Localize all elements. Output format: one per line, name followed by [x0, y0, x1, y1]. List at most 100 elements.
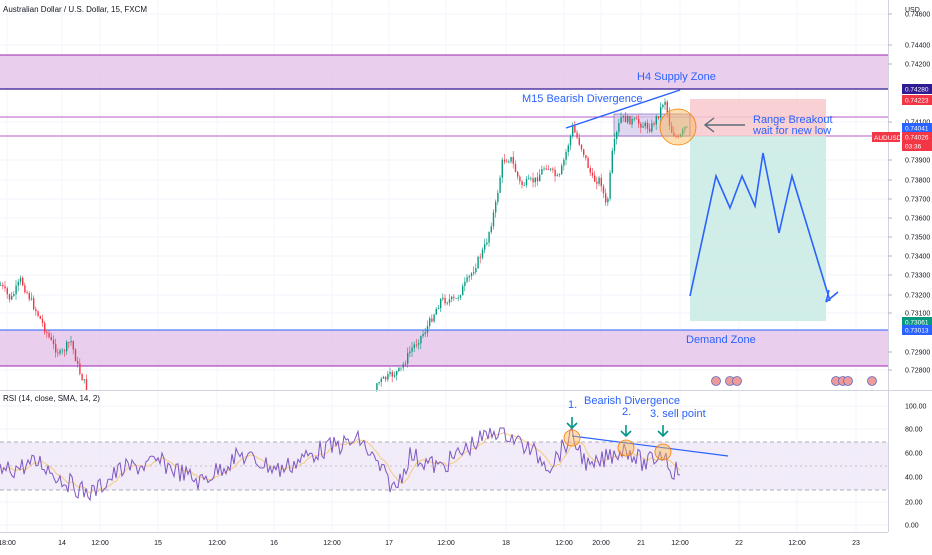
- candle: [627, 116, 629, 123]
- candle: [558, 174, 561, 176]
- candle: [402, 364, 404, 368]
- stop-loss-box[interactable]: [690, 99, 826, 136]
- price-badge-label: 03:36: [905, 144, 922, 151]
- candle: [479, 256, 481, 258]
- candle: [0, 284, 2, 286]
- range-breakout-sublabel: wait for new low: [752, 125, 831, 137]
- candle: [66, 342, 68, 352]
- candle: [376, 383, 378, 391]
- candle: [422, 333, 424, 336]
- price-badge: [902, 141, 932, 151]
- candle: [475, 268, 477, 273]
- rsi-highlight-3: [654, 443, 672, 461]
- candle: [420, 335, 422, 344]
- candle: [684, 126, 686, 130]
- price-badge: [902, 317, 932, 327]
- candle: [613, 138, 616, 151]
- candle: [666, 101, 668, 113]
- economic-event-icon[interactable]: [711, 376, 721, 386]
- candle: [68, 342, 70, 343]
- price-badge: [902, 325, 932, 335]
- candle: [640, 123, 642, 128]
- time-tick-label: 22: [735, 540, 743, 547]
- price-tick-label: 0.73900: [905, 158, 930, 165]
- candle: [429, 318, 431, 326]
- economic-event-icon[interactable]: [843, 376, 853, 386]
- candle: [50, 337, 52, 340]
- demand-zone[interactable]: [0, 330, 888, 366]
- projection-path[interactable]: [689, 152, 831, 302]
- candle: [607, 198, 609, 203]
- candle: [418, 343, 420, 345]
- price-badge: [902, 95, 932, 105]
- candle: [587, 157, 589, 168]
- time-tick-label: 12:00: [671, 540, 689, 547]
- candle: [24, 285, 26, 293]
- candle: [464, 281, 466, 287]
- candle: [41, 318, 44, 324]
- rsi-line: [0, 426, 680, 502]
- supply-zone-label: H4 Supply Zone: [637, 71, 716, 83]
- candles: [0, 98, 688, 392]
- candle: [378, 382, 380, 384]
- time-tick-label: 12:00: [91, 540, 109, 547]
- economic-event-icon[interactable]: [732, 376, 742, 386]
- candle: [635, 118, 638, 120]
- rsi-divergence-line[interactable]: [571, 435, 729, 457]
- candle: [589, 167, 591, 173]
- price-tick-label: 0.73400: [905, 254, 930, 261]
- candle: [565, 151, 567, 160]
- candle: [477, 256, 479, 269]
- rsi-axis[interactable]: 100.00 80.00 60.00 40.00 20.00 0.00: [905, 404, 927, 530]
- candle: [686, 126, 688, 128]
- candle: [2, 284, 4, 287]
- candle: [580, 144, 583, 150]
- rsi-indicator-label[interactable]: RSI (14, close, SMA, 14, 2): [3, 394, 100, 403]
- time-tick-label: 14: [58, 540, 66, 547]
- candle: [633, 118, 635, 120]
- down-arrow-icon: [620, 425, 632, 438]
- candle: [11, 295, 13, 300]
- supply-zone[interactable]: [0, 55, 888, 89]
- candle: [660, 107, 662, 118]
- time-axis[interactable]: 18:00 14 12:00 15 12:00 16 12:00 17 12:00 18 12:00…: [0, 540, 860, 547]
- candle: [519, 176, 521, 182]
- price-badge-label: 0.74223: [905, 98, 929, 105]
- candle: [501, 159, 503, 178]
- price-tick-label: 0.73800: [905, 178, 930, 185]
- candle: [440, 299, 442, 309]
- candle: [385, 376, 387, 380]
- range-breakout-label: Range Breakout: [753, 114, 833, 126]
- candle: [35, 309, 37, 312]
- candle: [618, 123, 620, 132]
- time-tick-label: 20:00: [592, 540, 610, 547]
- candle: [495, 201, 497, 213]
- candle: [649, 128, 651, 132]
- price-badge-label: 0.74280: [905, 87, 929, 94]
- divergence-trendline[interactable]: [565, 89, 681, 129]
- candle: [572, 126, 574, 136]
- candle: [671, 125, 673, 133]
- time-tick-label: 21: [637, 540, 645, 547]
- event-icons[interactable]: [711, 376, 877, 386]
- time-tick-label: 12:00: [208, 540, 226, 547]
- candle: [530, 178, 532, 180]
- candle: [466, 277, 468, 282]
- economic-event-icon[interactable]: [867, 376, 877, 386]
- price-badge-label: 0.73061: [905, 320, 929, 327]
- rsi-pane[interactable]: 1. Bearish Divergence 2. 3. sell point R…: [0, 394, 888, 526]
- time-tick-label: 12:00: [555, 540, 573, 547]
- candle: [605, 193, 607, 203]
- breakout-highlight: [659, 108, 697, 146]
- candle: [534, 177, 536, 183]
- take-profit-box[interactable]: [690, 136, 826, 321]
- time-tick-label: 12:00: [437, 540, 455, 547]
- candle: [59, 350, 61, 354]
- time-tick-label: 18: [502, 540, 510, 547]
- candle: [561, 165, 563, 175]
- candle: [451, 296, 453, 300]
- candle: [17, 281, 19, 286]
- candle: [488, 232, 490, 243]
